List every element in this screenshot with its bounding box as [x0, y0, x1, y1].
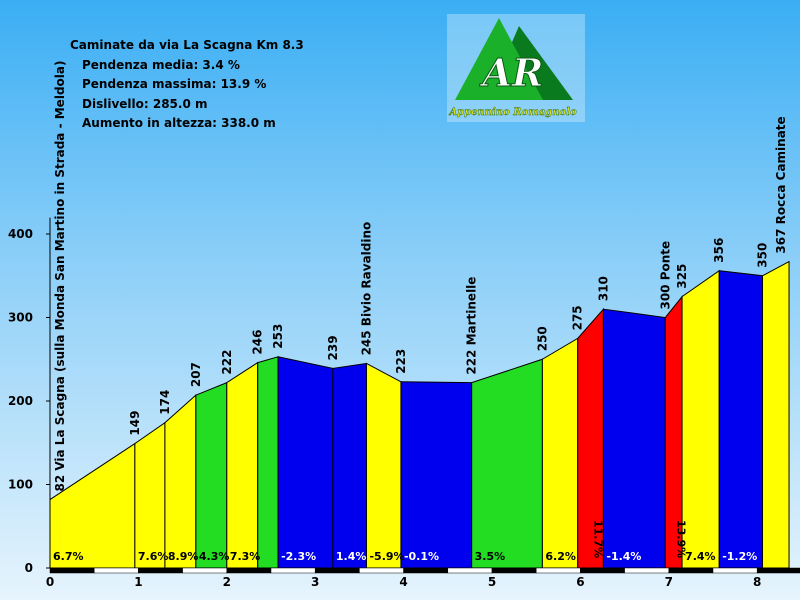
grade-label-6: -2.3%	[281, 550, 316, 563]
x-tick-label: 5	[488, 575, 496, 589]
km-band	[668, 567, 714, 574]
x-tick-label: 3	[311, 575, 319, 589]
km-band	[226, 567, 272, 574]
segment-7	[332, 362, 367, 569]
elevation-label-8: 245 Bivio Ravaldino	[359, 222, 373, 356]
elevation-label-7: 239	[326, 335, 340, 360]
grade-label-16: -1.2%	[722, 550, 757, 563]
elevation-label-14: 300 Ponte	[658, 241, 672, 310]
km-band	[359, 567, 404, 574]
km-band	[138, 567, 183, 574]
grade-label-0: 6.7%	[53, 550, 84, 563]
elevation-label-4: 222	[220, 350, 234, 375]
elevation-label-11: 250	[535, 326, 549, 351]
elevation-label-0: 82 Via La Scagna (sulla Monda San Martin…	[53, 61, 67, 492]
x-tick-label: 7	[665, 575, 673, 589]
elevation-label-18: 367 Rocca Caminate	[774, 116, 788, 253]
km-band	[403, 567, 449, 574]
km-band	[93, 567, 139, 574]
route-summary: Caminate da via La Scagna Km 8.3 Pendenz…	[70, 36, 304, 134]
segment-11	[541, 337, 579, 569]
km-band	[712, 567, 758, 574]
segment-3	[195, 381, 228, 569]
logo-letters: AR	[479, 50, 543, 95]
x-tick-label: 4	[399, 575, 407, 589]
grade-label-12: 11.7%	[592, 520, 605, 558]
km-band	[756, 567, 800, 574]
grade-label-13: -1.4%	[606, 550, 641, 563]
grade-label-3: 4.3%	[199, 550, 230, 563]
elevation-label-15: 325	[675, 264, 689, 289]
average-grade: Pendenza media: 3.4 %	[82, 57, 240, 72]
elevation-label-3: 207	[189, 362, 203, 387]
y-tick-label: 0	[25, 561, 33, 575]
x-tick-label: 1	[134, 575, 142, 589]
elevation-label-13: 310	[596, 276, 610, 301]
segment-2	[164, 394, 197, 569]
x-tick-label: 6	[576, 575, 584, 589]
km-band	[447, 567, 493, 574]
grade-label-1: 7.6%	[138, 550, 169, 563]
elevation-label-12: 275	[571, 305, 585, 330]
grade-label-4: 7.3%	[230, 550, 261, 563]
y-tick-label: 100	[8, 478, 33, 492]
segment-16	[718, 270, 764, 569]
elevation-label-5: 246	[251, 330, 265, 355]
segment-10	[471, 358, 543, 569]
elevation-label-1: 149	[128, 411, 142, 436]
x-tick-label: 2	[223, 575, 231, 589]
segment-17	[762, 260, 790, 569]
x-tick-label: 8	[753, 575, 761, 589]
km-band	[580, 567, 625, 574]
segment-9	[400, 381, 473, 569]
grade-label-15: 7.4%	[685, 550, 716, 563]
max-grade: Pendenza massima: 13.9 %	[82, 77, 267, 91]
km-band	[182, 567, 228, 574]
y-tick-label: 300	[8, 311, 33, 325]
route-title: Caminate da via La Scagna Km 8.3	[70, 38, 304, 52]
logo-caption: Appennino Romagnolo	[448, 107, 577, 118]
km-band	[49, 567, 95, 574]
elevation-label-6: 253	[271, 324, 285, 349]
grade-label-9: -0.1%	[404, 550, 439, 563]
elevation-label-17: 350	[756, 243, 770, 268]
grade-label-11: 6.2%	[545, 550, 576, 563]
segment-5	[257, 356, 279, 569]
y-tick-label: 200	[8, 394, 33, 408]
elevation-label-10: 222 Martinelle	[465, 277, 479, 375]
km-band	[270, 567, 316, 574]
km-band	[314, 567, 360, 574]
segment-8	[365, 362, 402, 569]
segment-4	[226, 361, 259, 569]
grade-label-14: 13.9%	[675, 520, 688, 558]
km-band	[491, 567, 537, 574]
grade-label-8: -5.9%	[369, 550, 404, 563]
appennino-romagnolo-logo: AR Appennino Romagnolo	[447, 14, 585, 122]
y-tick-label: 400	[8, 227, 33, 241]
grade-label-2: 8.9%	[168, 550, 199, 563]
elevation-label-16: 356	[712, 238, 726, 263]
x-tick-label: 0	[46, 575, 54, 589]
grade-label-10: 3.5%	[475, 550, 506, 563]
elevation-label-2: 174	[158, 390, 172, 415]
grade-label-7: 1.4%	[336, 550, 367, 563]
elevation-label-9: 223	[394, 349, 408, 374]
km-band	[624, 567, 670, 574]
segment-6	[277, 356, 334, 569]
segment-1	[134, 421, 166, 569]
segment-13	[602, 308, 666, 569]
logo-front-mountain	[455, 18, 543, 100]
elevation-difference: Dislivello: 285.0 m	[82, 96, 208, 111]
km-band	[535, 567, 581, 574]
total-elevation-gain: Aumento in altezza: 338.0 m	[82, 116, 276, 130]
